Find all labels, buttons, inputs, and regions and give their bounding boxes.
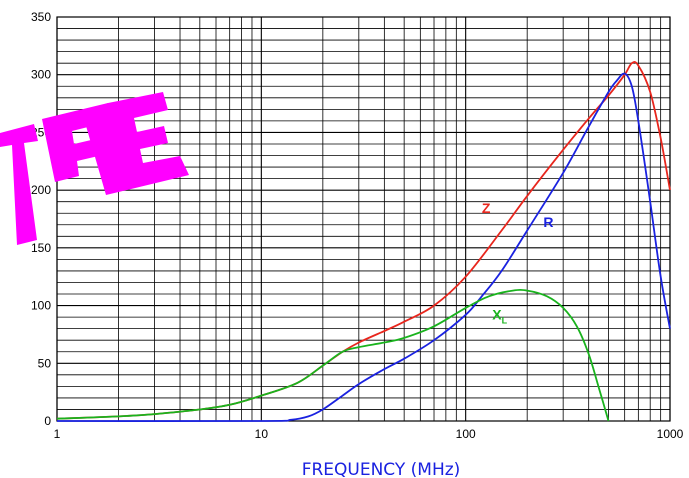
x-tick-label: 10 — [255, 427, 269, 441]
y-tick-label: 300 — [31, 68, 51, 82]
y-tick-label: 50 — [38, 356, 52, 370]
series-label-r: R — [543, 214, 553, 230]
y-tick-label: 350 — [31, 10, 51, 24]
series-label-subscript: L — [502, 315, 508, 325]
grid — [56, 16, 671, 422]
series-lines — [56, 61, 671, 422]
stamp-letter-e-2 — [82, 92, 189, 195]
y-tick-label: 200 — [31, 183, 51, 197]
series-line-x — [56, 288, 610, 422]
stamp-letter-t — [0, 124, 38, 245]
x-tick-label: 1000 — [657, 427, 684, 441]
x-tick-label: 100 — [456, 427, 476, 441]
y-tick-label: 100 — [31, 299, 51, 313]
plot-frame — [56, 16, 671, 422]
x-axis-label: FREQUENCY (MHz) — [302, 460, 461, 478]
y-tick-label: 0 — [44, 414, 51, 428]
x-tick-label: 1 — [54, 427, 61, 441]
series-label-z: Z — [482, 200, 491, 216]
series-line-r — [56, 72, 671, 422]
y-tick-label: 150 — [31, 241, 51, 255]
stamp-overlay — [0, 92, 189, 245]
